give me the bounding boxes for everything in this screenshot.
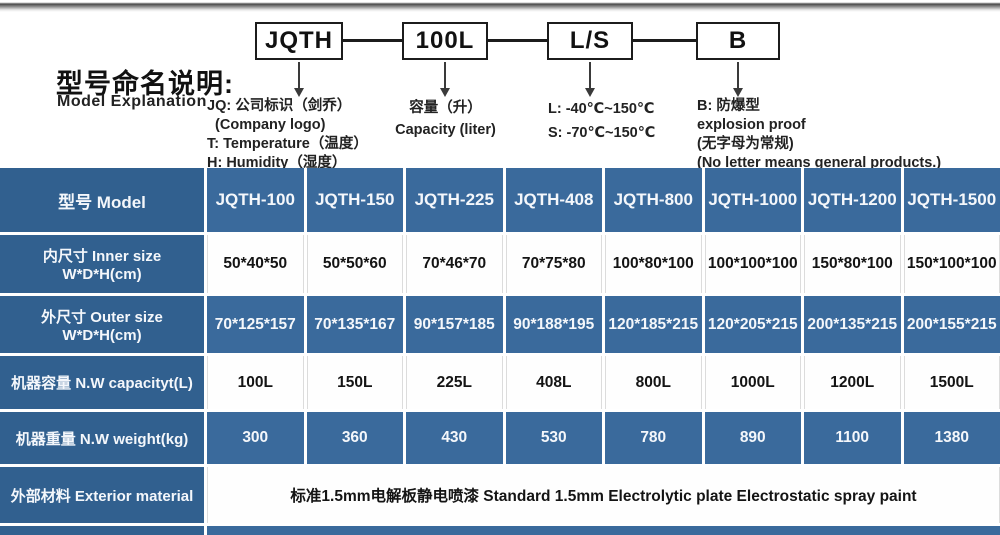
table-merged-value-cell: 标准1.5mm电解板静电喷漆 Standard 1.5mm Electrolyt… xyxy=(207,467,1000,523)
table-header-model-cell: JQTH-225 xyxy=(406,168,503,232)
model-code-box-explosion: B xyxy=(696,22,780,60)
table-value-cell: 200*135*215 xyxy=(804,296,901,353)
table-value-cell: 430 xyxy=(406,412,503,464)
connector-line xyxy=(488,39,547,42)
diagram-title-zh: 型号命名说明: xyxy=(56,69,234,99)
table-value-cell: 150*80*100 xyxy=(804,235,901,293)
table-value-cell: 890 xyxy=(704,412,801,464)
table-row-label: 外尺寸 Outer size W*D*H(cm) xyxy=(0,296,204,353)
table-value-cell: 50*40*50 xyxy=(207,235,304,293)
diagram-title-en: Model Explanation xyxy=(57,93,207,110)
table-header-model-cell: JQTH-100 xyxy=(207,168,304,232)
table-value-cell: 90*188*195 xyxy=(505,296,602,353)
table-value-cell: 530 xyxy=(505,412,602,464)
table-header-model-cell: JQTH-1000 xyxy=(704,168,801,232)
table-header-model-label: 型号 Model xyxy=(0,168,204,232)
connector-line xyxy=(633,39,696,42)
table-value-cell: 360 xyxy=(306,412,403,464)
specification-table: 型号 Model JQTH-100 JQTH-150 JQTH-225 JQTH-408… xyxy=(0,168,1000,535)
table-value-cell: 90*157*185 xyxy=(406,296,503,353)
table-value-cell: 70*125*157 xyxy=(207,296,304,353)
model-code-box-jqth: JQTH xyxy=(255,22,343,60)
note-explosion-proof: B: 防爆型 explosion proof (无字母为常规) (No lett… xyxy=(697,98,942,171)
table-value-cell: 408L xyxy=(505,356,602,409)
table-row-label: 机器容量 N.W capacityt(L) xyxy=(0,356,204,409)
table-value-cell: 1100 xyxy=(804,412,901,464)
table-value-cell: 1000L xyxy=(704,356,801,409)
down-arrow xyxy=(298,62,300,88)
table-row-label: 外部材料 Exterior material xyxy=(0,467,204,523)
table-value-cell: 1500L xyxy=(903,356,1000,409)
down-arrow-head-icon xyxy=(440,88,450,97)
table-value-cell: 780 xyxy=(605,412,702,464)
down-arrow xyxy=(737,62,739,88)
table-value-cell: 100*100*100 xyxy=(704,235,801,293)
table-row-label: 机器重量 N.W weight(kg) xyxy=(0,412,204,464)
down-arrow-head-icon xyxy=(294,88,304,97)
table-row-label: 内尺寸 Inner size W*D*H(cm) xyxy=(0,235,204,293)
model-naming-diagram: 型号命名说明: Model Explanation JQTH 100L L/S … xyxy=(0,0,1000,171)
table-value-cell: 70*46*70 xyxy=(406,235,503,293)
table-row-label xyxy=(0,526,204,535)
table-value-cell: 120*185*215 xyxy=(605,296,702,353)
table-header-model-cell: JQTH-800 xyxy=(605,168,702,232)
note-capacity: 容量（升） Capacity (liter) xyxy=(395,100,496,138)
table-header-model-cell: JQTH-1500 xyxy=(903,168,1000,232)
table-value-cell: 120*205*215 xyxy=(704,296,801,353)
down-arrow-head-icon xyxy=(733,88,743,97)
table-value-cell: 100L xyxy=(207,356,304,409)
table-value-cell: 1200L xyxy=(804,356,901,409)
table-value-cell: 800L xyxy=(605,356,702,409)
down-arrow xyxy=(444,62,446,88)
note-company-logo: JQ: 公司标识（剑乔） (Company logo) T: Temperatu… xyxy=(207,98,368,171)
down-arrow-head-icon xyxy=(585,88,595,97)
table-header-model-cell: JQTH-408 xyxy=(505,168,602,232)
table-value-cell: 70*135*167 xyxy=(306,296,403,353)
table-value-cell: 150L xyxy=(306,356,403,409)
connector-line xyxy=(343,39,402,42)
table-value-cell: 200*155*215 xyxy=(903,296,1000,353)
top-shadow-band xyxy=(0,0,1000,12)
table-value-cell: 70*75*80 xyxy=(505,235,602,293)
table-value-cell: 100*80*100 xyxy=(605,235,702,293)
table-merged-value-cell xyxy=(207,526,1000,535)
table-value-cell: 50*50*60 xyxy=(306,235,403,293)
model-code-box-temp-range: L/S xyxy=(547,22,633,60)
table-value-cell: 1380 xyxy=(903,412,1000,464)
note-temperature-range: L: -40℃~150℃ S: -70℃~150℃ xyxy=(548,101,656,141)
table-header-model-cell: JQTH-150 xyxy=(306,168,403,232)
down-arrow xyxy=(589,62,591,88)
table-header-model-cell: JQTH-1200 xyxy=(804,168,901,232)
model-code-box-capacity: 100L xyxy=(402,22,488,60)
table-value-cell: 225L xyxy=(406,356,503,409)
table-value-cell: 150*100*100 xyxy=(903,235,1000,293)
table-value-cell: 300 xyxy=(207,412,304,464)
